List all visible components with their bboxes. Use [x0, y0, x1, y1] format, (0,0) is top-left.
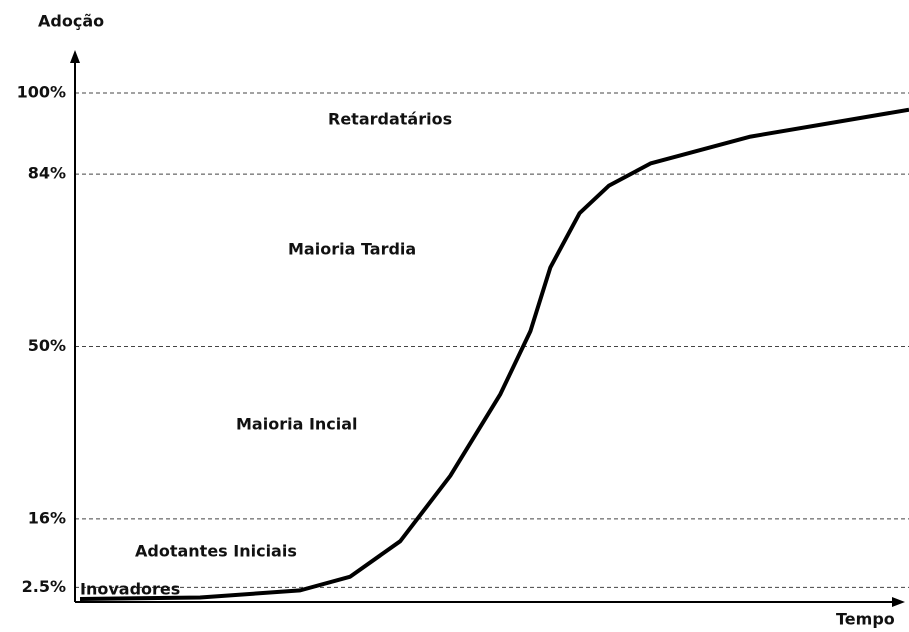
annotation: Maioria Incial [236, 415, 358, 434]
annotation: Retardatários [328, 110, 452, 129]
y-tick-label: 100% [17, 83, 66, 102]
y-tick-label: 16% [28, 508, 66, 527]
y-axis-arrow [70, 50, 80, 63]
x-axis-label: Tempo [836, 610, 895, 629]
y-tick-label: 2.5% [22, 577, 66, 596]
y-axis-label: Adoção [38, 12, 104, 31]
adoption-curve [79, 107, 909, 601]
x-axis-arrow [892, 597, 905, 607]
annotation: Adotantes Iniciais [135, 542, 297, 561]
annotation: Maioria Tardia [288, 240, 416, 259]
y-tick-label: 50% [28, 336, 66, 355]
annotation: Inovadores [80, 580, 180, 599]
y-tick-label: 84% [28, 164, 66, 183]
